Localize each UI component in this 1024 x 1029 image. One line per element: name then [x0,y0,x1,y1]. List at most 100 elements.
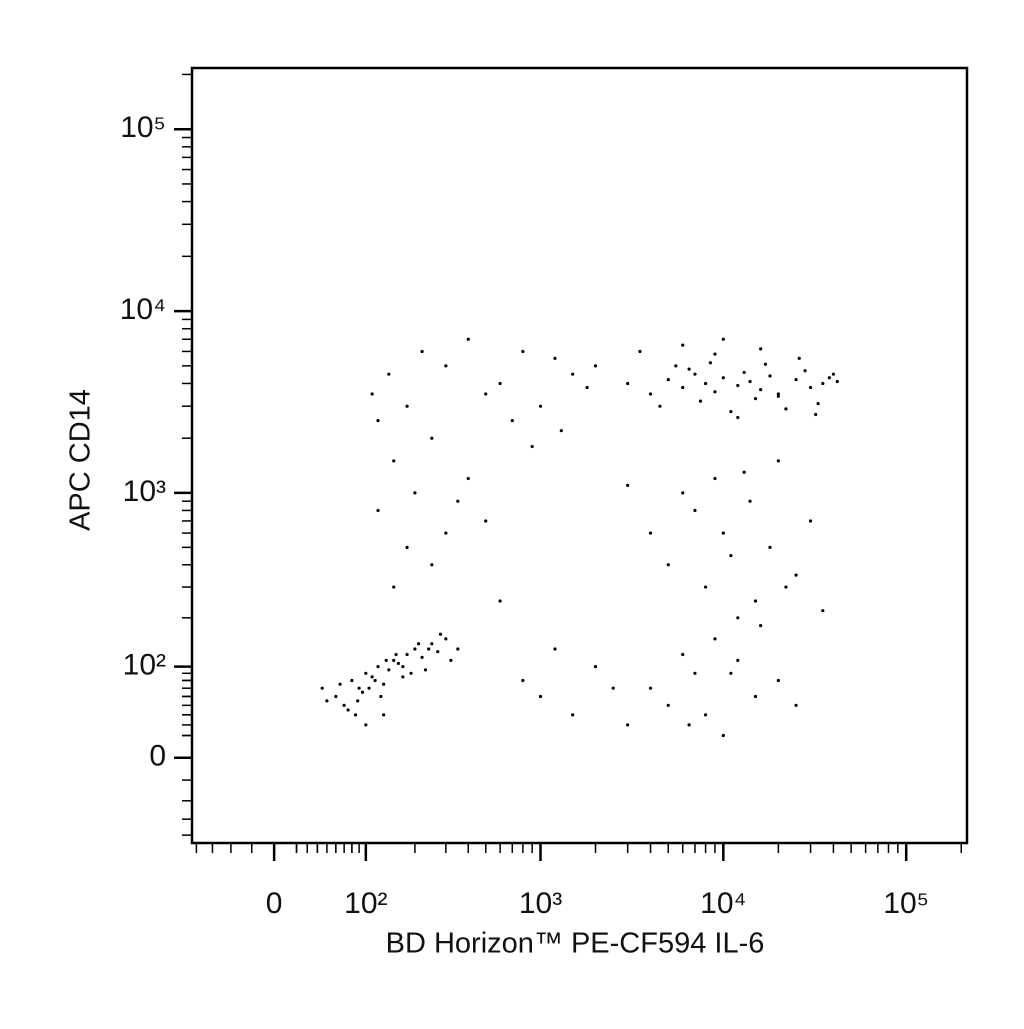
data-point [466,476,470,481]
data-point [538,694,543,699]
data-point [367,686,371,690]
data-point [430,642,434,646]
data-point [436,650,440,654]
data-point [521,349,525,354]
data-point [742,470,746,474]
data-point [736,415,740,420]
data-point [392,658,396,662]
y-tick-label: 10⁵ [120,111,166,144]
data-point [325,699,329,703]
data-point [703,585,708,589]
data-point [342,703,346,707]
plot-frame [190,66,969,845]
data-point [396,661,401,666]
data-point [784,407,788,411]
data-point [759,388,763,392]
data-point [571,713,575,717]
data-point [420,655,424,659]
data-point [571,372,575,376]
data-point [687,723,691,727]
data-point [360,690,365,694]
data-point [626,723,630,727]
data-point [794,703,798,707]
data-point [530,444,534,449]
data-point [370,392,374,396]
data-point [808,385,813,390]
data-point [376,665,380,669]
data-point [392,585,396,589]
data-point [376,418,380,423]
data-point [538,404,543,408]
data-point [729,410,733,414]
data-point [350,678,354,683]
data-point [405,545,409,549]
data-point [387,372,391,376]
data-point [387,668,391,672]
data-point [648,531,653,535]
data-point [759,347,763,351]
data-point [376,508,380,513]
data-point [729,671,733,675]
data-point [356,699,360,703]
y-tick-label: 10⁴ [120,293,166,326]
data-point [593,364,598,368]
data-point [553,647,557,651]
data-point [611,686,615,690]
data-point [648,686,653,690]
data-point [427,647,431,651]
data-point [381,682,386,686]
data-point [776,459,780,463]
data-point [693,372,697,376]
data-point [784,585,788,589]
data-point [364,723,368,727]
data-point [648,392,653,396]
data-point [693,671,697,675]
data-point [698,399,703,403]
data-point [681,652,685,657]
x-tick-label: 10² [344,887,387,920]
x-tick-label: 10³ [519,887,562,920]
data-point [759,624,763,628]
data-point [593,665,598,669]
data-point [816,401,820,406]
data-point [658,404,662,408]
data-point [763,362,768,366]
data-point [416,642,421,646]
data-point [409,671,413,675]
x-axis-title: BD Horizon™ PE-CF594 IL-6 [386,928,765,960]
data-point [794,573,798,577]
data-point [484,392,488,396]
data-point [729,553,733,558]
y-tick-label: 0 [149,740,166,773]
data-point [708,361,713,365]
data-point [334,694,338,699]
data-point [413,491,417,495]
data-point [713,637,717,641]
data-point [484,519,488,523]
data-point [827,376,831,380]
data-point [797,356,801,360]
data-point [498,381,502,386]
y-tick-label: 10³ [123,475,166,508]
data-point [736,658,740,662]
data-point [666,703,670,707]
data-point [381,713,386,717]
data-point [638,349,642,354]
data-point [353,713,358,717]
data-point [821,381,825,386]
data-point [338,682,342,686]
data-point [776,392,780,396]
data-point [370,675,374,679]
data-point [666,563,670,567]
data-point [736,383,740,388]
data-point [430,563,434,567]
data-point [721,337,725,341]
x-tick-label: 10⁴ [700,887,746,920]
data-point [821,609,825,613]
data-point [753,599,758,603]
data-point [413,647,417,651]
data-point [721,531,725,535]
data-point [693,508,697,513]
data-point [379,694,383,699]
